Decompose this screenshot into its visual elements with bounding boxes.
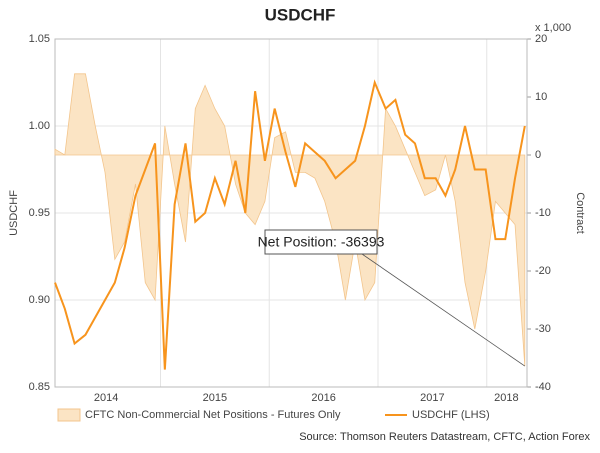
x-tick-label: 2015 [203, 392, 227, 404]
legend-label: CFTC Non-Commercial Net Positions - Futu… [85, 409, 341, 421]
plot-frame [54, 38, 528, 388]
y-tick-label: 0.90 [29, 294, 50, 306]
y2-unit: x 1,000 [535, 22, 571, 34]
y2-tick-label: -40 [535, 381, 551, 393]
y2-tick-label: -30 [535, 323, 551, 335]
annotation-leader [361, 253, 526, 367]
annotation-box [264, 229, 378, 255]
y2-tick-label: 20 [535, 33, 547, 45]
y-tick-label: 1.00 [29, 120, 50, 132]
source: Source: Thomson Reuters Datastream, CFTC… [299, 431, 590, 443]
legend-label: USDCHF (LHS) [412, 409, 490, 421]
y-tick-label: 0.85 [29, 381, 50, 393]
y2-axis-label: Contract [574, 192, 586, 234]
x-tick-label: 2016 [311, 392, 335, 404]
x-tick-label: 2018 [494, 392, 518, 404]
y2-tick-label: 0 [535, 149, 541, 161]
y2-tick-label: -10 [535, 207, 551, 219]
x-tick-label: 2017 [420, 392, 444, 404]
line [54, 79, 526, 370]
y2-tick-label: -20 [535, 265, 551, 277]
chart-title: USDCHF [265, 5, 336, 24]
y2-tick-label: 10 [535, 91, 547, 103]
legend-swatch [57, 408, 81, 422]
y-axis-label: USDCHF [8, 190, 20, 236]
y-tick-label: 1.05 [29, 33, 50, 45]
area [54, 73, 526, 367]
annotation: Net Position: -36393 [258, 234, 385, 250]
y-tick-label: 0.95 [29, 207, 50, 219]
x-tick-label: 2014 [94, 392, 118, 404]
